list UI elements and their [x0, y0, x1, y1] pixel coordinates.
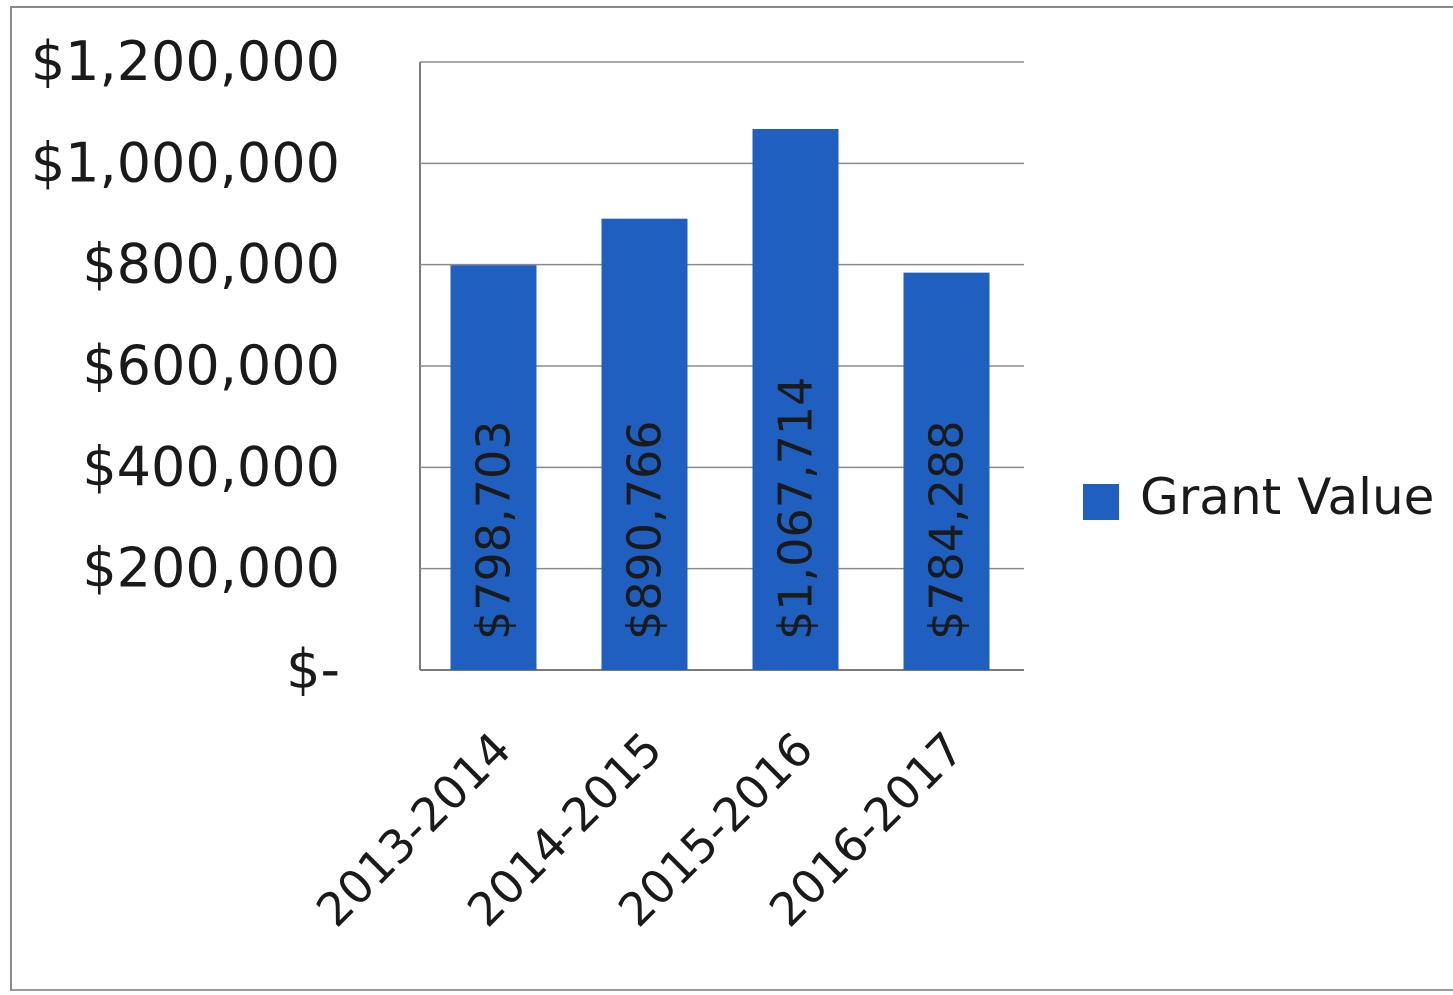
- bar-data-label: $784,288: [920, 421, 974, 641]
- bar: [903, 272, 990, 670]
- chart-frame: [10, 6, 1453, 991]
- y-tick-label: $600,000: [82, 334, 340, 397]
- legend-swatch: [1083, 484, 1119, 520]
- bar-data-label: $890,766: [618, 421, 672, 641]
- bar: [601, 218, 688, 670]
- data-labels: $798,703 $890,766 $1,067,714 $784,288: [467, 377, 974, 640]
- y-tick-label: $1,000,000: [31, 131, 340, 194]
- bar-data-label: $1,067,714: [769, 377, 823, 640]
- bar-data-label: $798,703: [467, 421, 521, 641]
- bar: [752, 129, 839, 670]
- y-tick-label: $200,000: [82, 537, 340, 600]
- bar: [450, 265, 537, 670]
- y-tick-label: $-: [286, 638, 340, 701]
- y-tick-label: $400,000: [82, 435, 340, 498]
- legend: Grant Value: [1083, 468, 1434, 526]
- y-tick-label: $800,000: [82, 233, 340, 296]
- y-tick-label: $1,200,000: [31, 30, 340, 93]
- y-axis: $- $200,000 $400,000 $600,000 $800,000 $1,000…: [31, 30, 340, 701]
- bars: [450, 129, 990, 670]
- legend-label: Grant Value: [1140, 468, 1434, 526]
